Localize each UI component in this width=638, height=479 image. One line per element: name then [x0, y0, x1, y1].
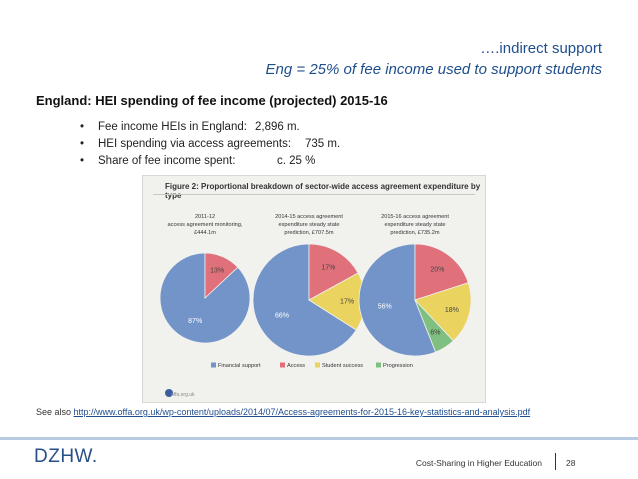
pie-slice-student-success [414, 282, 472, 342]
pie-title-line: prediction, £735.2m [390, 230, 439, 236]
pie-slice-label: 13% [210, 267, 224, 274]
footer-divider [0, 437, 638, 440]
footer-title: Cost-Sharing in Higher Education [415, 458, 542, 468]
legend-label: Student success [322, 363, 363, 369]
pie-slice-label: 17% [321, 265, 335, 272]
footer-separator [555, 453, 556, 470]
bullet-dot: • [80, 155, 85, 167]
pie-title-line: expenditure steady state [385, 222, 446, 228]
pie-slice-label: 66% [275, 312, 289, 319]
slide-heading-line-1: ….indirect support [480, 40, 602, 57]
bullet-label: Fee income HEIs in England: [98, 121, 247, 133]
pie-slice-access [204, 252, 239, 299]
bullet-label: HEI spending via access agreements: [98, 138, 292, 150]
bullet-label: Share of fee income spent: [98, 155, 236, 167]
see-also-note: See also http://www.offa.org.uk/wp-conte… [36, 407, 530, 417]
see-also-prefix: See also [36, 407, 74, 417]
pie-title-line: £444.1m [194, 230, 216, 236]
pie-slice-label: 17% [340, 299, 354, 306]
legend-label: Financial support [218, 363, 261, 369]
pie-title-line: 2014-15 access agreement [275, 214, 343, 220]
bullet-value: 735 m. [305, 138, 341, 150]
pie-slice-label: 18% [445, 307, 459, 314]
source-badge-icon [165, 389, 173, 397]
pie-slice-financial-support [358, 243, 437, 357]
pie-title-line: access agreement monitoring, [168, 222, 243, 228]
pie-slice-label: 56% [378, 303, 392, 310]
figure-panel: Figure 2: Proportional breakdown of sect… [142, 175, 486, 403]
legend-swatch-student-success [315, 362, 320, 368]
figure-source: offa.org.uk [171, 392, 195, 398]
pie-slice-label: 87% [188, 318, 202, 325]
pie-slice-access [308, 243, 359, 301]
figure-divider [153, 194, 475, 195]
pie-charts: 2011-12 access agreement monitoring, £444.… [159, 214, 472, 369]
bullet-value: c. 25 % [277, 155, 316, 167]
pie-slice-label: 20% [430, 267, 444, 274]
legend-swatch-access [280, 362, 285, 368]
bullet-dot: • [80, 138, 85, 150]
bullet-dot: • [80, 121, 85, 133]
section-subtitle: England: HEI spending of fee income (pro… [36, 93, 388, 108]
pie-title-line: expenditure steady state [279, 222, 340, 228]
pie-slice-progression [414, 299, 454, 353]
bullet-value: 2,896 m. [255, 121, 300, 133]
pie-slice-financial-support [252, 243, 357, 357]
legend-label: Access [287, 363, 305, 369]
pie-title-line: 2015-16 access agreement [381, 214, 449, 220]
legend-swatch-financial-support [211, 362, 216, 368]
legend-swatch-progression [376, 362, 381, 368]
dzhw-logo: DZHW. [34, 446, 98, 467]
slide-heading-line-2: Eng = 25% of fee income used to support … [265, 61, 602, 78]
pie-title-line: prediction, £707.5m [284, 230, 333, 236]
legend-label: Progression [383, 363, 413, 369]
page-number: 28 [566, 458, 576, 468]
figure-title: Figure 2: Proportional breakdown of sect… [165, 182, 481, 200]
pie-title-line: 2011-12 [195, 214, 215, 220]
pie-slice-access [414, 243, 469, 301]
see-also-link[interactable]: http://www.offa.org.uk/wp-content/upload… [73, 407, 531, 417]
pie-slice-label: 6% [430, 330, 440, 337]
